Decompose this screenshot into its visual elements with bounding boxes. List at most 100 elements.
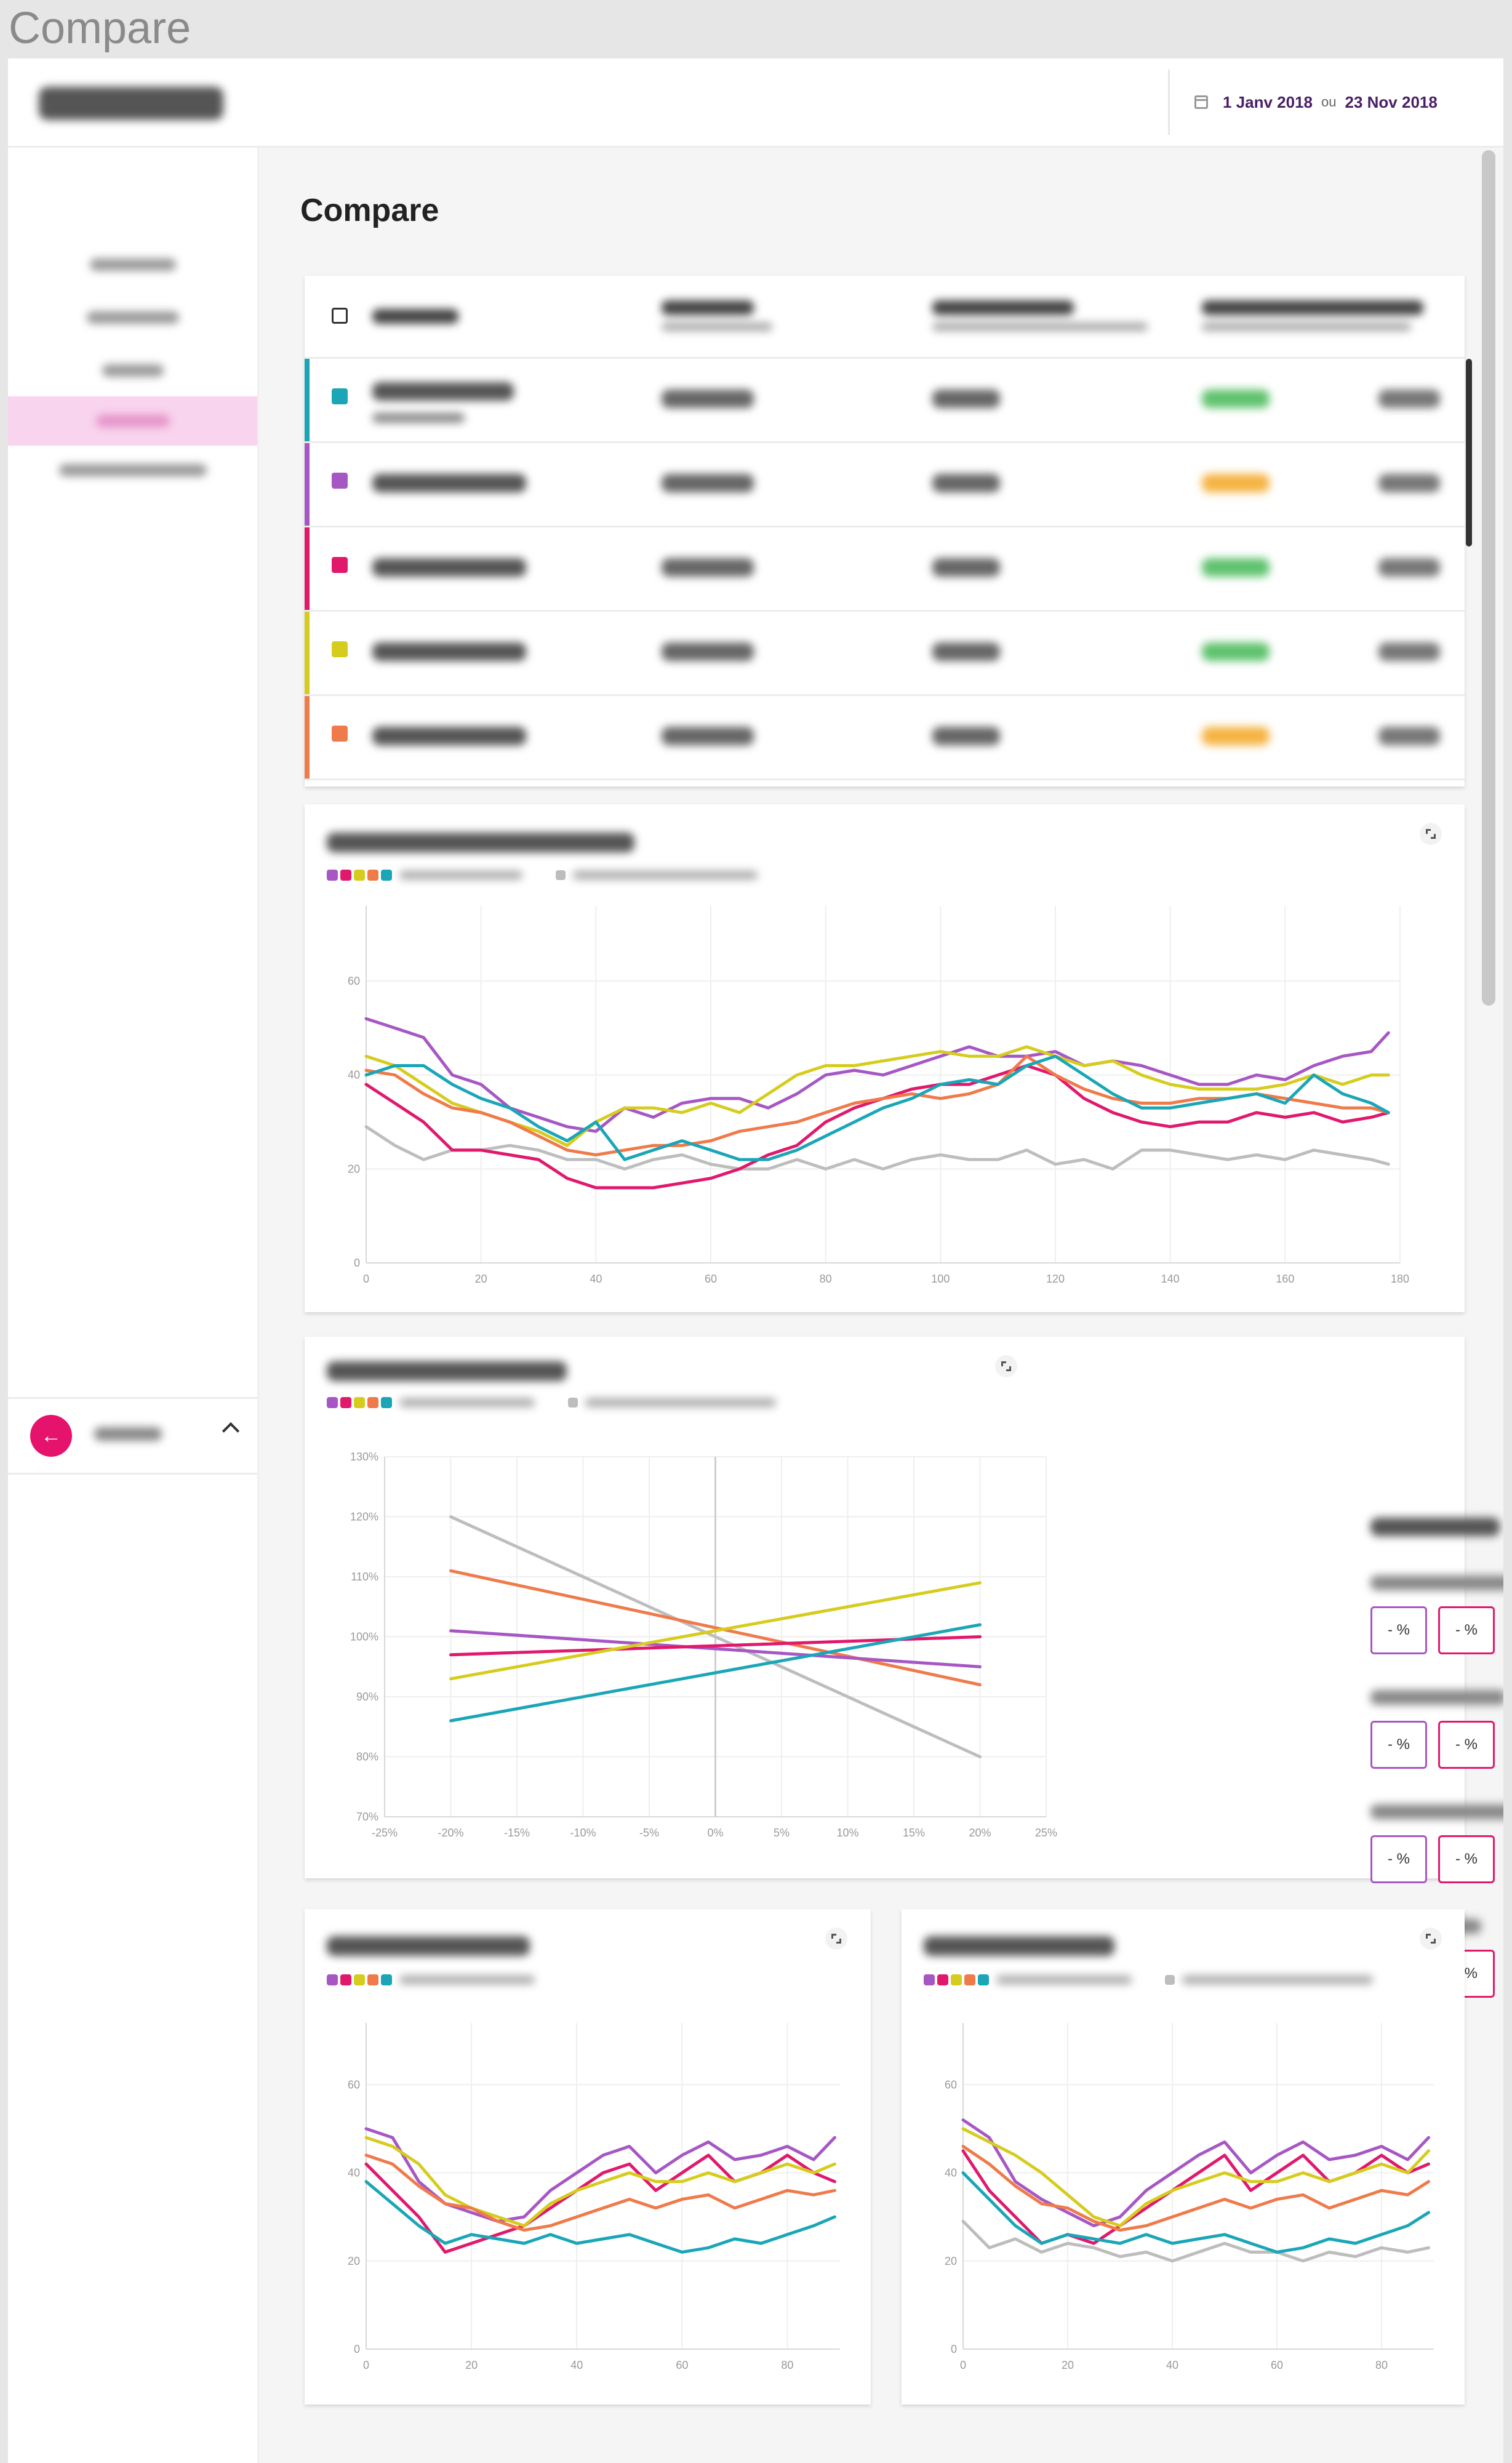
x-tick-label: 20 [1062,2359,1074,2371]
page-scrollbar[interactable] [1481,148,1497,1009]
legend-swatch [381,1397,392,1408]
spot-vs-spread-chart: 0 20 40 60 80 0 20 40 60 [945,2023,1434,2371]
y-tick-label: 60 [348,2078,360,2091]
window-title: Compare [9,4,191,53]
legend-swatch [568,1398,578,1408]
series-line [364,1045,1390,1147]
row-checkbox[interactable] [332,388,348,404]
chart-legend [924,1974,1373,1985]
row-checkbox[interactable] [332,473,348,489]
header-coverage-cost [932,300,1148,331]
table-header [305,276,1465,359]
series-line [449,1569,982,1686]
x-tick-label: -15% [504,1827,530,1839]
x-tick-label: -10% [570,1827,596,1839]
y-tick-label: 70% [356,1811,378,1823]
app-window: 1 Janv 2018 ou 23 Nov 2018 ← Compare [8,58,1503,2463]
y-tick-label: 120% [350,1511,378,1523]
series-line [364,1054,1390,1161]
x-tick-label: 40 [570,2359,583,2371]
series-line [961,2145,1430,2232]
performance-extra-value [1378,474,1440,492]
series-line [961,2127,1430,2227]
performance-value [1202,390,1270,408]
y-tick-label: 40 [348,2167,360,2179]
sidebar-item-compare[interactable] [8,396,257,446]
spot-vs-spread-card: 0 20 40 60 80 0 20 40 60 [902,1909,1465,2405]
key-figure-value: - % [1370,1606,1427,1654]
header-strategy-performance [1202,300,1423,331]
row-checkbox[interactable] [332,726,348,742]
y-tick-label: 0 [951,2343,957,2355]
series-line [449,1629,982,1668]
table-row[interactable] [305,443,1465,527]
y-tick-label: 40 [945,2167,957,2179]
series-line [449,1581,982,1681]
x-tick-label: -5% [639,1827,659,1839]
coverage-value [662,390,754,408]
user-panel[interactable]: ← [8,1397,257,1475]
select-all-checkbox[interactable] [332,308,348,324]
table-row[interactable] [305,696,1465,780]
y-tick-label: 20 [348,1163,360,1175]
row-color-bar [305,612,310,694]
performance-extra-value [1378,390,1440,408]
legend-swatch [381,870,392,881]
y-tick-label: 0 [354,1257,360,1269]
sidebar-item-strategies[interactable] [8,240,257,289]
date-range-picker[interactable]: 1 Janv 2018 ou 23 Nov 2018 [1168,70,1438,135]
key-figure-label [1370,1804,1503,1819]
key-figure-value: - % [1438,1606,1495,1654]
expand-icon[interactable] [995,1355,1017,1377]
x-tick-label: 60 [705,1273,717,1285]
header-strategy [372,309,458,324]
legend-swatch [381,1974,392,1985]
page-title: Compare [300,193,439,228]
expand-icon[interactable] [825,1928,847,1950]
chevron-up-icon[interactable] [222,1422,240,1440]
user-avatar[interactable]: ← [30,1415,72,1457]
expand-icon[interactable] [1420,1928,1442,1950]
table-row[interactable] [305,612,1465,696]
x-tick-label: 5% [774,1827,790,1839]
y-tick-label: 130% [350,1451,378,1463]
x-tick-label: 100 [931,1273,950,1285]
chart-legend [327,870,758,881]
y-tick-label: 80% [356,1751,378,1763]
date-to: 23 Nov 2018 [1345,92,1438,111]
table-row[interactable] [305,359,1465,443]
row-checkbox[interactable] [332,641,348,657]
table-scrollbar[interactable] [1466,359,1472,547]
header-coverage [662,300,772,331]
legend-swatch [367,870,378,881]
sidebar-item-2[interactable] [8,293,257,342]
coverage-value [662,643,754,661]
top-bar: 1 Janv 2018 ou 23 Nov 2018 [8,58,1503,148]
chart-title [327,1361,567,1381]
strategy-link[interactable] [372,413,465,423]
expand-icon[interactable] [1420,823,1442,845]
performance-value [1202,558,1270,577]
sidebar-item-customize[interactable] [8,446,257,495]
table-row[interactable] [305,527,1465,612]
legend-swatch [556,870,566,880]
key-figures-title [1370,1518,1500,1536]
sidebar-item-results[interactable] [8,346,257,395]
key-figure-value: - % [1438,1835,1495,1883]
performance-extra-value [1378,558,1440,577]
x-tick-label: 80 [781,2359,793,2371]
x-tick-label: 0 [363,2359,369,2371]
y-tick-label: 20 [945,2255,957,2267]
row-checkbox[interactable] [332,557,348,573]
legend-swatch [951,1974,962,1985]
x-tick-label: 180 [1391,1273,1409,1285]
legend-label [399,1398,535,1407]
coverage-cost-value [932,727,1000,745]
legend-swatch [978,1974,989,1985]
y-tick-label: 40 [348,1069,360,1081]
calendar-icon [1194,95,1208,109]
key-figure-value: - % [1370,1835,1427,1883]
series-line [364,2136,836,2227]
scrollbar-thumb[interactable] [1482,150,1495,1006]
legend-label [1182,1976,1373,1984]
